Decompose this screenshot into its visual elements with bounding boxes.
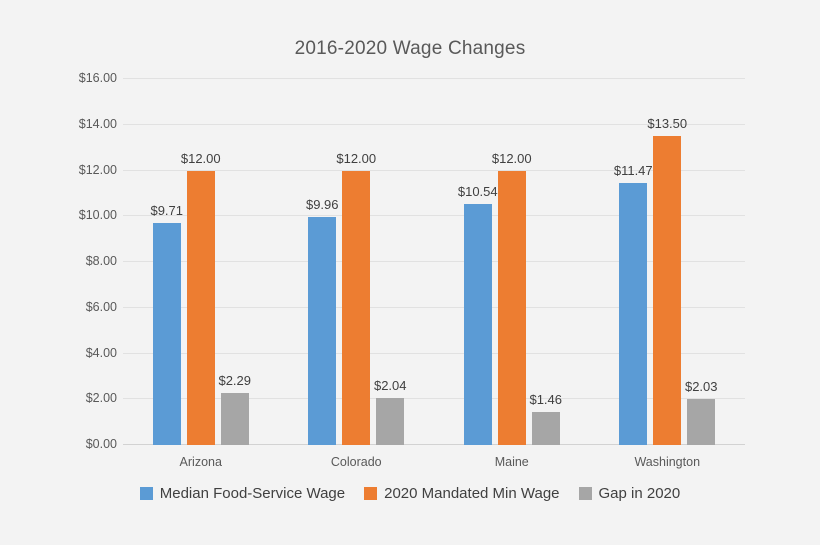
y-axis-tick-label: $10.00 (78, 208, 117, 223)
chart-legend: Median Food-Service Wage 2020 Mandated Mi… (0, 483, 820, 503)
plot-area: $9.71 $12.00 $2.29 $9.96 $12.00 $2.04 $10.54 $1… (123, 78, 745, 445)
legend-swatch-icon (578, 486, 592, 500)
y-axis-tick-labels: $0.00 $2.00 $4.00 $6.00 $8.00 $10.00 $12.00 $14… (55, 0, 117, 545)
bar-gap-in-2020-colorado (376, 398, 405, 445)
gridline (123, 215, 745, 217)
legend-item-median-food-service-wage: Median Food-Service Wage (139, 484, 346, 502)
chart-title: 2016-2020 Wage Changes (294, 38, 526, 59)
data-label-median-food-service-wage-washington: $11.47 (613, 162, 653, 178)
gridline (123, 78, 745, 79)
y-axis-tick-label: $6.00 (85, 299, 117, 314)
y-axis-tick-label: $2.00 (85, 391, 117, 406)
data-label-median-food-service-wage-arizona: $9.71 (150, 202, 184, 218)
data-label-2020-mandated-min-wage-washington: $13.50 (647, 116, 688, 132)
y-axis-tick-label: $0.00 (85, 437, 117, 451)
x-axis-label-colorado: Colorado (330, 455, 382, 469)
gridline (123, 306, 745, 308)
data-label-2020-mandated-min-wage-arizona: $12.00 (180, 150, 221, 166)
y-axis-tick-label: $12.00 (78, 162, 117, 177)
y-axis-tick-label: $14.00 (78, 116, 117, 131)
bar-median-food-service-wage-arizona (152, 222, 181, 445)
bar-gap-in-2020-washington (687, 398, 716, 445)
bar-2020-mandated-min-wage-colorado (342, 170, 371, 445)
gridline (123, 352, 745, 354)
x-axis-label-washington: Washington (634, 455, 701, 469)
legend-label: Gap in 2020 (598, 484, 681, 502)
legend-swatch-icon (139, 486, 153, 500)
bar-2020-mandated-min-wage-maine (497, 170, 526, 445)
bar-2020-mandated-min-wage-washington (653, 136, 682, 445)
data-label-gap-in-2020-washington: $2.03 (684, 378, 718, 394)
data-label-gap-in-2020-colorado: $2.04 (373, 378, 407, 394)
data-label-gap-in-2020-arizona: $2.29 (218, 372, 252, 388)
y-axis-tick-label: $8.00 (85, 254, 117, 268)
gridline (123, 169, 745, 171)
bar-median-food-service-wage-colorado (308, 217, 337, 445)
x-axis-category-labels: Arizona Colorado Maine Washington (123, 455, 745, 473)
legend-label: 2020 Mandated Min Wage (384, 484, 560, 502)
y-axis-tick-label: $4.00 (85, 345, 117, 360)
bar-gap-in-2020-arizona (220, 392, 249, 445)
gridline (123, 261, 745, 262)
legend-label: Median Food-Service Wage (159, 484, 346, 502)
bar-2020-mandated-min-wage-arizona (186, 170, 215, 445)
bar-median-food-service-wage-maine (463, 203, 492, 445)
legend-item-2020-mandated-min-wage: 2020 Mandated Min Wage (364, 484, 560, 502)
x-axis-label-arizona: Arizona (179, 455, 222, 469)
data-label-median-food-service-wage-maine: $10.54 (457, 183, 498, 199)
data-label-median-food-service-wage-colorado: $9.96 (305, 197, 339, 213)
y-axis-tick-label: $16.00 (78, 71, 117, 85)
bar-gap-in-2020-maine (531, 411, 560, 445)
legend-swatch-icon (364, 486, 378, 500)
x-axis-label-maine: Maine (494, 455, 529, 469)
gridline (123, 123, 745, 125)
bar-median-food-service-wage-washington (619, 182, 648, 445)
data-label-2020-mandated-min-wage-maine: $12.00 (491, 150, 532, 166)
gridline (123, 398, 745, 400)
data-label-2020-mandated-min-wage-colorado: $12.00 (336, 150, 377, 166)
legend-item-gap-in-2020: Gap in 2020 (578, 484, 681, 502)
data-label-gap-in-2020-maine: $1.46 (529, 391, 563, 407)
x-axis-line (123, 444, 745, 445)
